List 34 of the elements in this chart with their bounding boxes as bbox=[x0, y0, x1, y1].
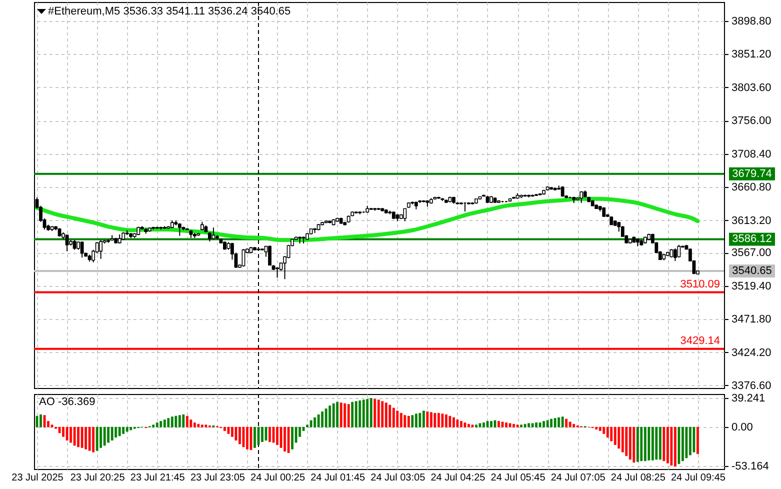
y-tick-label: 3756.00 bbox=[732, 115, 772, 128]
y-tick-label: 3660.80 bbox=[732, 182, 772, 194]
ref-line-label: 3429.14 bbox=[680, 334, 720, 347]
ref-line-label: 3510.09 bbox=[680, 278, 720, 290]
x-tick-label: 24 Jul 07:05 bbox=[550, 472, 606, 484]
x-tick-label: 24 Jul 03:05 bbox=[370, 472, 426, 484]
y-tick-label: -53.164 bbox=[732, 460, 769, 473]
y-tick-label: 3424.20 bbox=[732, 346, 772, 359]
ref-line-label: 3679.74 bbox=[732, 168, 772, 180]
y-tick-label: 3613.20 bbox=[732, 214, 772, 227]
x-tick-label: 24 Jul 05:45 bbox=[490, 472, 546, 484]
x-tick-label: 23 Jul 21:45 bbox=[130, 472, 186, 484]
y-tick-label: 0.00 bbox=[732, 422, 753, 434]
x-tick-label: 24 Jul 04:25 bbox=[430, 472, 486, 484]
chart-title: #Ethereum,M5 3536.33 3541.11 3536.24 3540.65 bbox=[48, 6, 291, 18]
x-tick-label: 23 Jul 23:05 bbox=[190, 472, 246, 484]
x-tick-label: 23 Jul 20:25 bbox=[70, 472, 126, 484]
ref-line-label: 3540.65 bbox=[732, 264, 772, 277]
y-tick-label: 3898.80 bbox=[732, 15, 772, 28]
y-tick-label: 3519.40 bbox=[732, 280, 772, 292]
y-tick-label: 3567.00 bbox=[732, 247, 772, 260]
x-tick-label: 24 Jul 00:25 bbox=[250, 472, 306, 484]
x-tick-label: 24 Jul 08:25 bbox=[610, 472, 666, 484]
y-tick-label: 3851.20 bbox=[732, 48, 772, 61]
x-tick-label: 24 Jul 01:45 bbox=[310, 472, 366, 484]
y-tick-label: 3708.40 bbox=[732, 148, 772, 160]
ref-line-label: 3586.12 bbox=[732, 233, 772, 246]
x-tick-label: 24 Jul 09:45 bbox=[670, 472, 726, 484]
y-tick-label: 3803.60 bbox=[732, 82, 772, 94]
x-tick-label: 23 Jul 2025 bbox=[12, 472, 64, 484]
y-tick-label: 3471.80 bbox=[732, 314, 772, 326]
y-tick-label: 3376.60 bbox=[732, 380, 772, 392]
chart-title: AO -36.369 bbox=[39, 396, 96, 408]
y-tick-label: 39.241 bbox=[732, 392, 766, 405]
